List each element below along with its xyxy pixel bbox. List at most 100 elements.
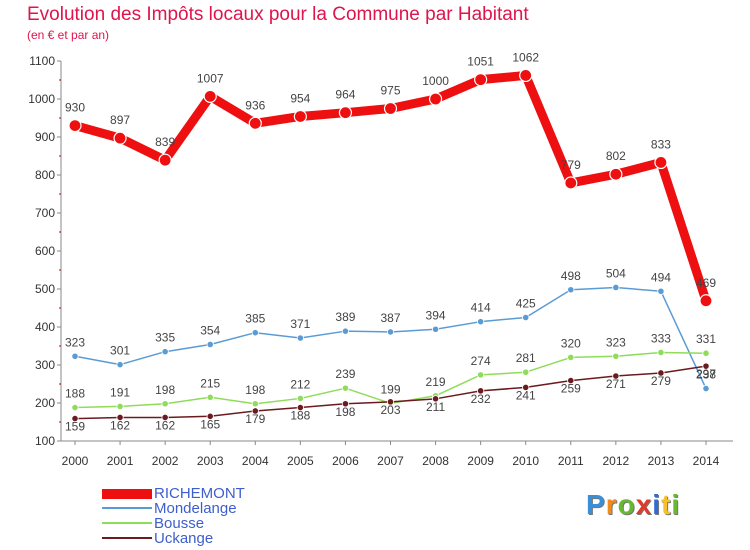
data-point-uckange bbox=[612, 372, 620, 380]
proxiti-logo: Proxiti bbox=[586, 489, 680, 521]
x-tick-label: 2010 bbox=[512, 454, 539, 468]
data-point-uckange bbox=[522, 383, 530, 392]
y-tick-label: 1000 bbox=[28, 92, 55, 106]
data-label-richemont: 1051 bbox=[467, 55, 494, 69]
x-tick-label: 2007 bbox=[377, 454, 404, 468]
data-label-bousse: 274 bbox=[471, 354, 491, 368]
legend-label-richemont: RICHEMONT bbox=[154, 485, 245, 502]
data-label-uckange: 211 bbox=[426, 400, 445, 414]
y-tick-label: 600 bbox=[35, 244, 55, 258]
x-tick-label: 2002 bbox=[152, 454, 179, 468]
legend-item-mondelange: Mondelange bbox=[102, 500, 402, 517]
data-point-mondelange bbox=[386, 328, 395, 336]
data-point-richemont bbox=[428, 92, 443, 106]
plot-area bbox=[61, 61, 733, 441]
data-label-richemont: 964 bbox=[335, 88, 355, 102]
x-tick-label: 2005 bbox=[287, 454, 314, 468]
y-tick-label: 800 bbox=[35, 168, 55, 182]
data-label-bousse: 198 bbox=[155, 383, 175, 397]
data-label-mondelange: 504 bbox=[606, 266, 626, 280]
data-label-bousse: 320 bbox=[561, 336, 581, 350]
data-point-richemont bbox=[474, 73, 488, 87]
x-tick-label: 2012 bbox=[603, 454, 630, 468]
data-label-bousse: 188 bbox=[65, 387, 85, 401]
y-tick-label: 200 bbox=[35, 396, 55, 410]
legend-label-mondelange: Mondelange bbox=[154, 500, 237, 517]
data-point-uckange bbox=[431, 395, 440, 403]
data-label-mondelange: 425 bbox=[516, 297, 536, 311]
data-point-uckange bbox=[251, 407, 259, 415]
data-label-uckange: 241 bbox=[516, 388, 536, 402]
data-label-bousse: 199 bbox=[380, 382, 400, 396]
y-tick-label: 100 bbox=[35, 434, 55, 448]
data-label-richemont: 802 bbox=[606, 149, 626, 163]
data-point-richemont bbox=[654, 155, 668, 170]
data-point-bousse bbox=[251, 400, 259, 408]
logo-letter: r bbox=[605, 489, 618, 520]
data-point-bousse bbox=[161, 400, 169, 408]
data-label-uckange: 203 bbox=[380, 403, 400, 417]
legend-swatch-uckange bbox=[102, 537, 152, 539]
data-label-uckange: 179 bbox=[245, 412, 265, 426]
data-label-bousse: 219 bbox=[426, 375, 446, 389]
y-tick-label: 1100 bbox=[29, 54, 55, 68]
x-tick-label: 2011 bbox=[558, 454, 584, 468]
data-point-uckange bbox=[477, 387, 485, 395]
data-point-bousse bbox=[116, 402, 124, 411]
y-tick-label: 500 bbox=[35, 282, 55, 296]
legend-item-richemont: RICHEMONT bbox=[102, 485, 402, 502]
data-point-richemont bbox=[609, 167, 623, 181]
data-point-richemont bbox=[383, 101, 398, 116]
data-label-richemont: 897 bbox=[110, 113, 130, 127]
data-label-mondelange: 498 bbox=[561, 269, 581, 283]
x-tick-label: 2000 bbox=[62, 454, 89, 468]
data-point-richemont bbox=[248, 116, 262, 130]
data-label-richemont: 833 bbox=[651, 137, 671, 151]
data-point-richemont bbox=[113, 131, 127, 145]
data-point-bousse bbox=[522, 368, 530, 376]
data-label-richemont: 779 bbox=[561, 158, 581, 172]
x-tick-label: 2013 bbox=[648, 454, 675, 468]
data-label-richemont: 1062 bbox=[512, 50, 539, 64]
data-label-richemont: 469 bbox=[696, 276, 716, 290]
data-label-mondelange: 335 bbox=[155, 331, 175, 345]
data-point-mondelange bbox=[567, 286, 575, 294]
chart-title: Evolution des Impôts locaux pour la Comm… bbox=[27, 4, 529, 25]
data-label-richemont: 975 bbox=[380, 84, 400, 98]
logo-letter: i bbox=[652, 489, 662, 520]
data-label-bousse: 215 bbox=[200, 376, 220, 390]
data-point-uckange bbox=[71, 414, 79, 423]
data-label-bousse: 281 bbox=[516, 351, 536, 365]
data-point-uckange bbox=[116, 413, 124, 422]
data-point-mondelange bbox=[161, 348, 169, 356]
data-point-mondelange bbox=[296, 334, 304, 342]
data-label-mondelange: 389 bbox=[335, 310, 355, 324]
data-point-bousse bbox=[477, 371, 485, 379]
data-point-mondelange bbox=[116, 361, 124, 369]
data-point-mondelange bbox=[251, 329, 259, 337]
data-label-mondelange: 387 bbox=[380, 311, 400, 325]
data-label-uckange: 162 bbox=[110, 418, 130, 432]
data-point-richemont bbox=[519, 68, 533, 83]
data-point-richemont bbox=[293, 109, 307, 124]
data-label-bousse: 191 bbox=[110, 385, 130, 399]
x-tick-label: 2003 bbox=[197, 454, 224, 468]
y-tick-label: 700 bbox=[35, 206, 55, 220]
x-tick-label: 2001 bbox=[107, 454, 134, 468]
data-label-bousse: 198 bbox=[245, 383, 265, 397]
data-point-richemont bbox=[338, 106, 353, 120]
data-label-uckange: 259 bbox=[561, 382, 581, 396]
chart-subtitle: (en € et par an) bbox=[27, 28, 110, 42]
y-tick-label: 400 bbox=[35, 320, 55, 334]
data-label-uckange: 162 bbox=[155, 418, 175, 432]
data-point-mondelange bbox=[206, 340, 214, 349]
data-point-uckange bbox=[296, 403, 304, 412]
data-point-uckange bbox=[386, 398, 395, 406]
data-label-bousse: 333 bbox=[651, 331, 671, 345]
data-point-richemont bbox=[158, 153, 172, 167]
x-tick-label: 2009 bbox=[467, 454, 494, 468]
data-label-uckange: 279 bbox=[651, 374, 671, 388]
data-point-mondelange bbox=[341, 327, 350, 335]
logo-letter: o bbox=[617, 489, 636, 520]
